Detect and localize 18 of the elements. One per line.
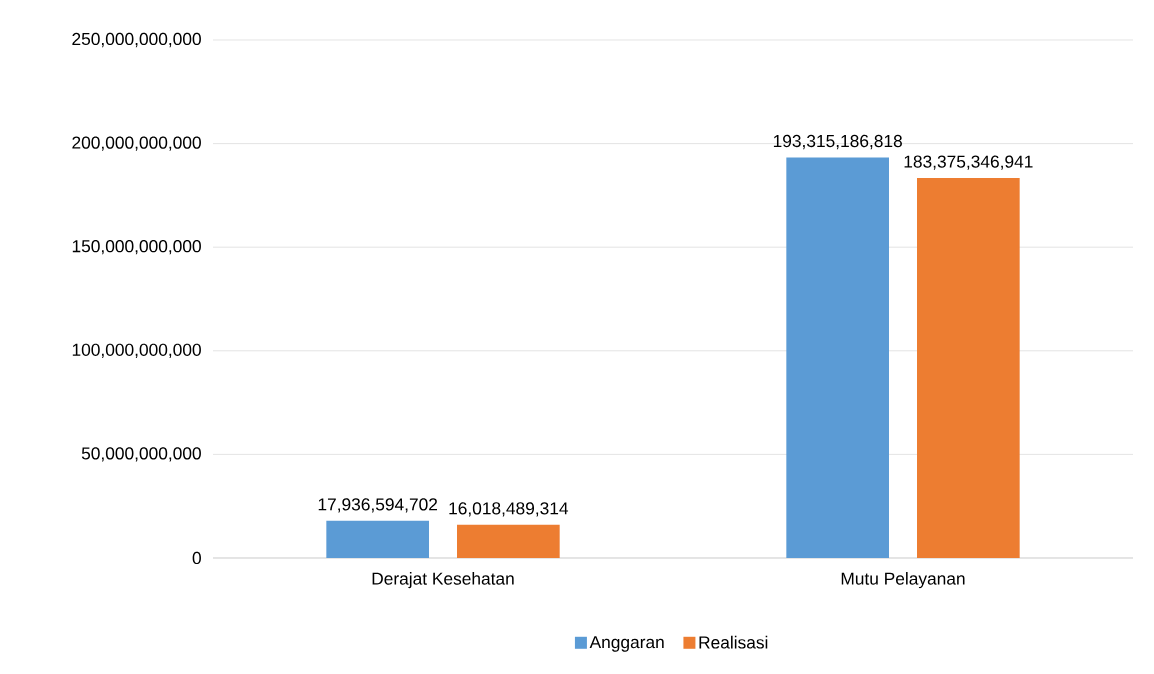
data-label: 17,936,594,702 — [318, 498, 438, 513]
data-label: 16,018,489,314 — [449, 502, 569, 517]
bar — [917, 178, 1020, 558]
data-label: 183,375,346,941 — [904, 155, 1033, 170]
x-tick-label: Mutu Pelayanan — [841, 572, 965, 589]
y-tick-label: 150,000,000,000 — [72, 240, 201, 255]
bar — [326, 520, 429, 558]
x-tick-label: Derajat Kesehatan — [372, 572, 514, 589]
bar — [786, 157, 889, 558]
y-tick-label: 200,000,000,000 — [72, 136, 201, 151]
legend-label: Realisasi — [699, 635, 768, 649]
y-tick-label: 100,000,000,000 — [72, 343, 201, 358]
y-tick-label: 0 — [192, 551, 201, 565]
y-tick-label: 250,000,000,000 — [72, 32, 201, 48]
data-label: 193,315,186,818 — [773, 134, 902, 150]
legend-label: Anggaran — [589, 636, 664, 652]
bar — [457, 524, 560, 558]
y-tick-label: 50,000,000,000 — [81, 447, 201, 462]
